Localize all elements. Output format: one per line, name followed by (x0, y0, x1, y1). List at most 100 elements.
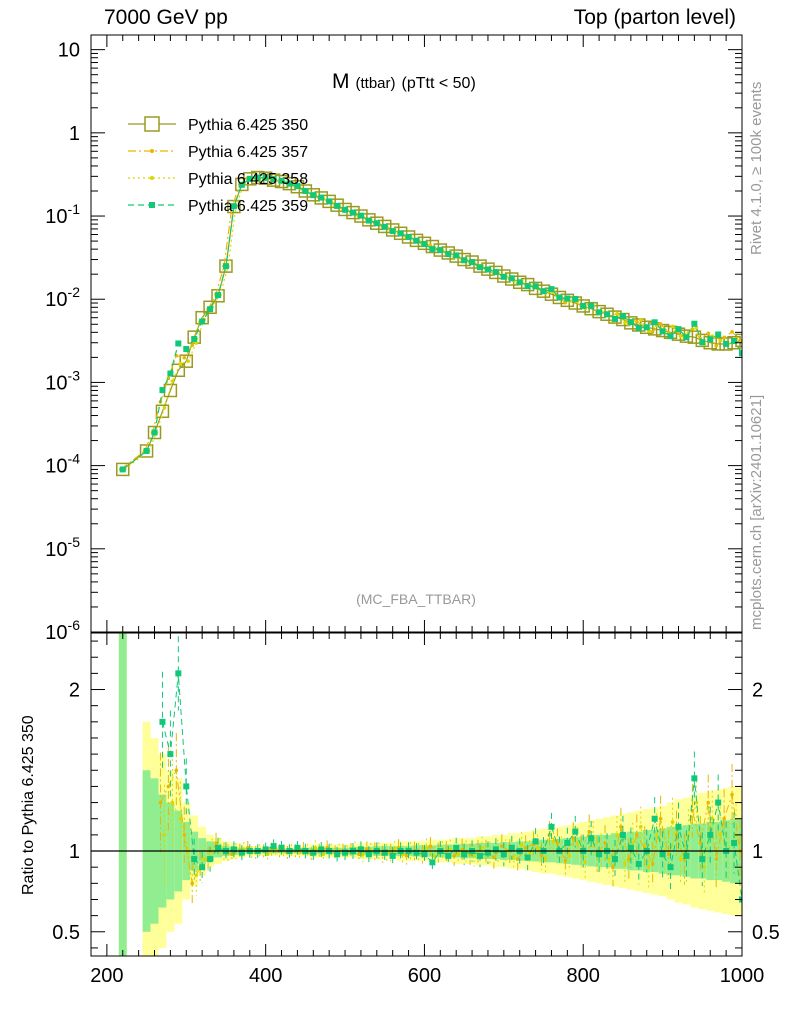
ratio-point (706, 800, 711, 805)
ratio-point (519, 842, 524, 847)
data-point (385, 223, 400, 237)
data-point (650, 330, 655, 334)
data-point (715, 331, 722, 338)
data-point (349, 209, 356, 216)
ratio-point (543, 857, 548, 861)
data-point (556, 294, 563, 301)
y-tick-label: 10-6 (45, 617, 80, 644)
ratio-point (294, 844, 301, 851)
ratio-point (392, 847, 397, 852)
ratio-point (342, 849, 349, 856)
legend-label: Pythia 6.425 357 (188, 144, 308, 161)
ratio-point (678, 857, 683, 861)
ratio-point (702, 865, 707, 869)
x-tick-label: 1000 (720, 965, 765, 987)
data-point (357, 212, 364, 219)
data-point (238, 181, 245, 188)
header-process-label: 7000 GeV pp (104, 6, 228, 29)
ratio-point (675, 823, 682, 830)
ratio-point (535, 845, 540, 850)
data-point (354, 209, 368, 223)
ratio-point (650, 862, 655, 866)
ratio-point (472, 854, 476, 858)
ratio-point (215, 844, 222, 851)
data-point (203, 300, 217, 315)
data-point (254, 174, 261, 181)
ratio-point (634, 833, 639, 837)
data-point (580, 302, 587, 309)
ratio-point (238, 849, 245, 856)
data-point (302, 187, 309, 194)
ratio-point (667, 864, 674, 871)
data-point (643, 324, 650, 331)
legend-label: Pythia 6.425 350 (188, 117, 308, 134)
ratio-point (297, 850, 302, 855)
data-point (540, 288, 547, 295)
data-point (219, 259, 233, 273)
ratio-point (477, 852, 484, 859)
ratio-point (448, 847, 453, 852)
data-point (564, 295, 571, 302)
data-point (187, 330, 201, 344)
ratio-point (166, 784, 171, 789)
data-point (718, 338, 722, 343)
ratio-point (658, 816, 663, 821)
ratio-point (424, 845, 429, 850)
ratio-point (230, 846, 237, 853)
data-point (246, 175, 253, 182)
data-point (409, 233, 424, 248)
ratio-point (596, 851, 603, 858)
ratio-point (627, 844, 634, 851)
ratio-point (623, 862, 627, 866)
ratio-point (511, 855, 516, 860)
ratio-point (619, 831, 626, 838)
ratio-point (564, 839, 571, 846)
data-point (270, 176, 277, 183)
data-point (723, 340, 730, 347)
ratio-point (715, 799, 722, 806)
ratio-point (214, 841, 218, 845)
data-point (714, 344, 718, 348)
data-point (207, 306, 214, 313)
data-point (170, 379, 175, 383)
ratio-point (158, 800, 163, 805)
data-point (119, 466, 126, 473)
ratio-point (539, 854, 544, 858)
ratio-point (548, 823, 555, 830)
data-point (477, 264, 484, 271)
data-point (655, 323, 670, 338)
ratio-point (615, 833, 619, 837)
ratio-point (730, 792, 734, 797)
ratio-point (500, 851, 507, 858)
ratio-point (508, 844, 515, 851)
ratio-point (202, 857, 206, 861)
header-category-label: Top (parton level) (573, 6, 736, 29)
ratio-point (714, 857, 718, 861)
y-tick-label: 10-3 (45, 367, 80, 394)
data-point (615, 311, 619, 316)
ratio-point (456, 852, 460, 857)
data-point (563, 300, 568, 305)
analysis-watermark: (MC_FBA_TTBAR) (356, 591, 476, 607)
ratio-point (551, 839, 556, 844)
ratio-line-3 (162, 673, 742, 900)
data-point (691, 320, 698, 327)
ratio-plot-frame (90, 632, 743, 957)
data-point (222, 263, 229, 270)
ratio-point (313, 845, 318, 850)
ratio-point (707, 831, 714, 838)
ratio-point (686, 833, 691, 837)
data-point (690, 327, 695, 331)
ratio-point (182, 833, 187, 837)
ratio-point (659, 851, 666, 858)
data-point (694, 325, 699, 330)
data-point (421, 241, 428, 248)
data-point (116, 462, 130, 477)
ratio-point (635, 860, 642, 867)
ratio-point (421, 851, 428, 858)
legend-marker (150, 149, 154, 153)
legend-label: Pythia 6.425 359 (188, 198, 308, 215)
ratio-point (722, 816, 726, 821)
data-point (290, 179, 305, 194)
y-tick-label: 10-4 (45, 451, 80, 478)
